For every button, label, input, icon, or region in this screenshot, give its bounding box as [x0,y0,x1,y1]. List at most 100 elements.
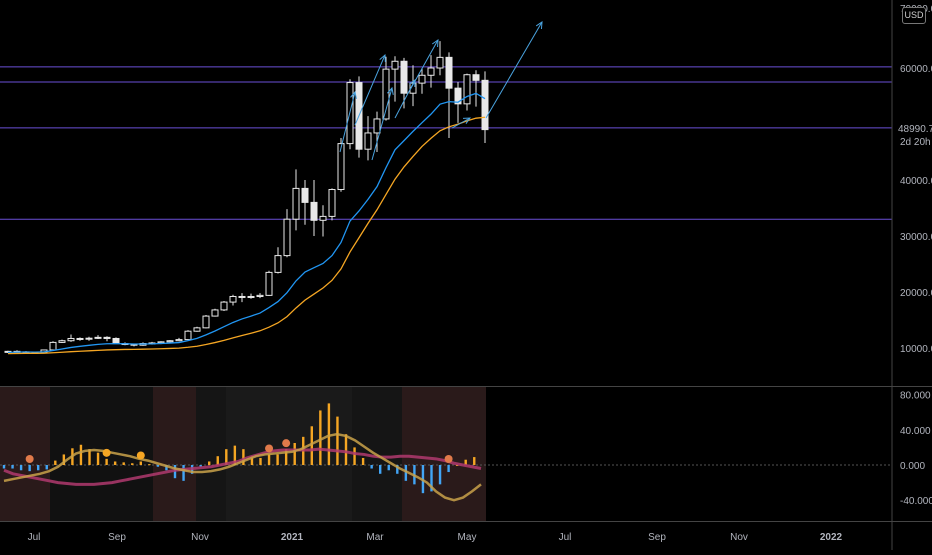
candle [85,337,93,340]
candle [400,60,408,94]
osc-histogram-bar [11,465,14,469]
osc-histogram-bar [88,449,91,465]
osc-histogram-bar [319,410,322,465]
osc-histogram-bar [447,465,450,473]
osc-histogram-bar [122,462,125,465]
candle [58,340,66,343]
osc-histogram-bar [54,460,57,465]
oscillator-pane [0,403,892,502]
trend-drawings [339,21,543,161]
candle [67,337,75,342]
oscillator-background-bands [0,387,486,522]
candle [328,189,336,217]
osc-histogram-bar [344,434,348,465]
candle [193,327,201,332]
osc-band [50,387,153,522]
osc-histogram-bar [242,449,245,465]
ema-fast-line [7,92,486,354]
osc-histogram-bar [370,465,373,469]
price-tick-label: 60000.0 [900,64,932,75]
ema-slow-line [7,116,486,355]
trend-arrow [354,54,386,126]
candle [382,68,390,120]
trend-arrow [451,117,471,129]
osc-histogram-bar [267,454,271,465]
time-tick-label: Nov [191,532,209,543]
candle [229,295,237,303]
osc-band [153,387,196,522]
osc-histogram-bar [105,458,108,465]
candle [472,74,480,81]
trend-arrow-head [431,38,439,48]
time-tick-label: 2022 [820,532,843,543]
osc-histogram-bar [62,454,66,465]
candle [454,87,462,105]
candle [238,295,246,298]
candle [391,60,399,70]
trend-arrow-head [535,21,543,30]
osc-histogram-bar [293,443,296,465]
osc-histogram-bar [165,465,168,471]
osc-tick-label: -40.000 [900,496,932,507]
candle [445,56,453,89]
osc-histogram-bar [361,457,365,465]
trend-arrow-head [387,86,394,95]
osc-signal-dot [102,448,111,457]
osc-histogram-bar [284,449,288,465]
osc-tick-label: 0.000 [900,461,925,472]
time-tick-label: Sep [648,532,666,543]
osc-histogram-bar [404,465,408,481]
osc-histogram-bar [79,444,83,465]
osc-histogram-bar [131,463,134,465]
trend-arrow [339,91,356,153]
osc-histogram-bar [28,465,31,472]
price-tick-label: 10000.0 [900,344,932,355]
candle [310,201,318,221]
osc-histogram-bar [455,465,459,466]
time-tick-label: Nov [730,532,748,543]
time-tick-label: Sep [108,532,126,543]
osc-tick-label: 40.000 [900,426,931,437]
candle [319,215,327,221]
currency-badge[interactable]: USD [902,7,926,24]
osc-slow-line [3,447,482,486]
candle [274,255,282,273]
osc-histogram-bar [113,461,117,465]
osc-band [226,387,352,522]
osc-signal-dot [25,455,34,463]
candle [418,74,426,84]
candle [76,337,84,340]
time-tick-label: Jul [28,532,41,543]
candle [175,339,183,342]
candle [220,301,228,311]
candle [292,187,300,220]
osc-histogram-bar [387,465,390,471]
osc-histogram-bar [464,459,467,465]
osc-histogram-bar [250,456,254,465]
osc-histogram-bar [208,461,211,465]
osc-histogram-bar [473,457,476,465]
candle [166,340,174,343]
price-tick-label: 20000.0 [900,288,932,299]
osc-histogram-bar [139,461,142,465]
moving-averages [7,92,486,355]
candle [337,143,345,191]
trend-arrow [485,21,543,119]
osc-histogram-bar [216,456,219,465]
candle [481,79,489,131]
osc-histogram-bar [379,465,382,474]
candlestick-series [4,41,489,354]
candle [49,341,57,351]
time-tick-label: Mar [366,532,384,543]
candle [265,271,273,296]
osc-band [402,387,486,522]
candle [427,67,435,76]
candle [436,56,444,69]
osc-signal-dot [136,451,145,460]
osc-histogram-bar [430,465,433,492]
horizontal-levels [0,66,892,220]
trend-arrow-head [462,117,472,125]
osc-band [0,387,50,522]
